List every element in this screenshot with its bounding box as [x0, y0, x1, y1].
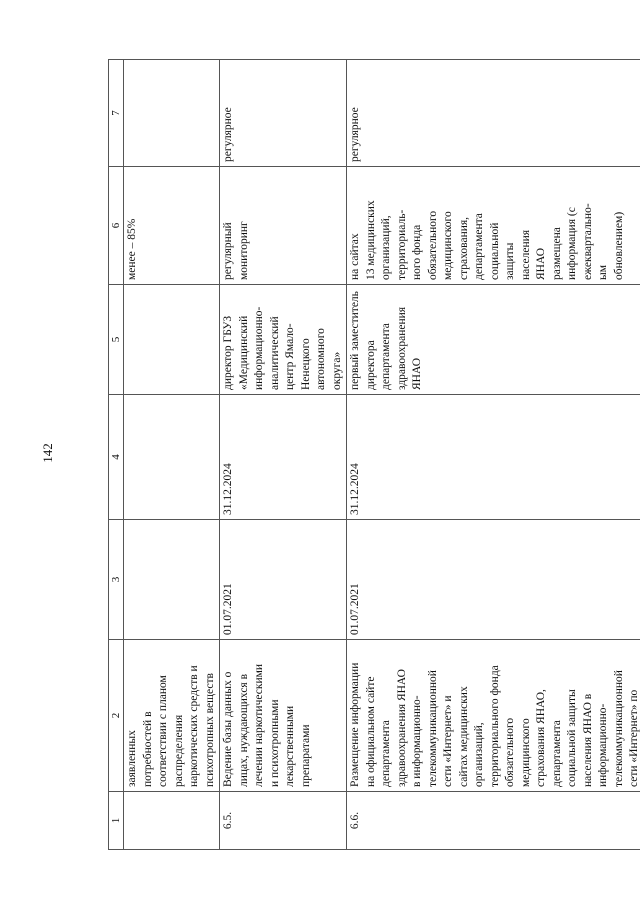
table-row: 6.5. Ведение базы данных о лицах, нуждаю…: [219, 59, 347, 850]
activity-cell: заявленных потребностей в соответствии с…: [123, 639, 220, 792]
row-number: 6.6.: [346, 791, 640, 850]
header-cell: 2: [108, 639, 124, 792]
result-cell: менее – 85%: [123, 166, 220, 285]
header-cell: 4: [108, 394, 124, 520]
header-cell: 1: [108, 791, 124, 850]
result-cell: на сайтах 13 медицинских организаций, те…: [346, 166, 640, 285]
responsible-cell: [123, 284, 220, 395]
frequency-cell: регулярное: [346, 59, 640, 167]
plan-table: 1 2 3 4 5 6 7 заявленных потребностей в …: [108, 59, 640, 850]
start-date-cell: 01.07.2021: [219, 519, 347, 640]
header-cell: 5: [108, 284, 124, 395]
header-cell: 3: [108, 519, 124, 640]
responsible-cell: первый заместитель директора департамент…: [346, 284, 640, 395]
row-number: 6.5.: [219, 791, 347, 850]
row-number: [123, 791, 220, 850]
activity-cell: Ведение базы данных о лицах, нуждающихся…: [219, 639, 347, 792]
table-row: заявленных потребностей в соответствии с…: [123, 59, 220, 850]
start-date-cell: 01.07.2021: [346, 519, 640, 640]
start-date-cell: [123, 519, 220, 640]
table-row: 6.6. Размещение информации на официально…: [346, 59, 640, 850]
responsible-cell: директор ГБУЗ «Медицинский информационно…: [219, 284, 347, 395]
result-cell: регулярный мониторинг: [219, 166, 347, 285]
end-date-cell: 31.12.2024: [219, 394, 347, 520]
rotated-table-container: 1 2 3 4 5 6 7 заявленных потребностей в …: [108, 59, 640, 850]
header-cell: 7: [108, 59, 124, 167]
header-cell: 6: [108, 166, 124, 285]
activity-cell: Размещение информации на официальном сай…: [346, 639, 640, 792]
end-date-cell: [123, 394, 220, 520]
page-number: 142: [39, 443, 55, 463]
frequency-cell: регулярное: [219, 59, 347, 167]
end-date-cell: 31.12.2024: [346, 394, 640, 520]
frequency-cell: [123, 59, 220, 167]
header-row: 1 2 3 4 5 6 7: [108, 59, 124, 850]
